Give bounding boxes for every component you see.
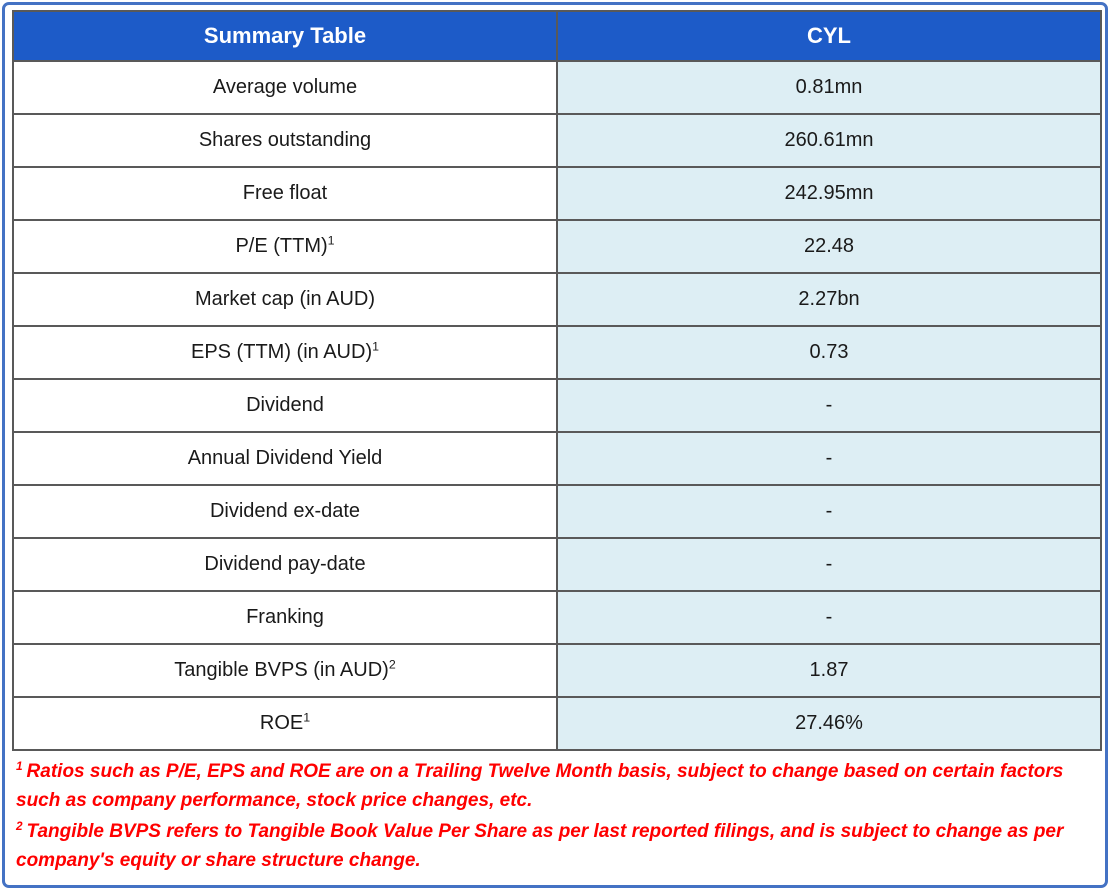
table-row: EPS (TTM) (in AUD)1 0.73 bbox=[12, 325, 1102, 380]
table-row: Dividend - bbox=[12, 378, 1102, 433]
header-row: Summary Table CYL bbox=[12, 10, 1102, 62]
table-row: Tangible BVPS (in AUD)2 1.87 bbox=[12, 643, 1102, 698]
row-label: Dividend bbox=[12, 378, 558, 433]
header-ticker-cyl: CYL bbox=[556, 10, 1102, 62]
footnote-ref: 1 bbox=[327, 233, 335, 248]
table-row: Free float 242.95mn bbox=[12, 166, 1102, 221]
footnotes-section: 1 Ratios such as P/E, EPS and ROE are on … bbox=[16, 758, 1094, 875]
row-value: 27.46% bbox=[556, 696, 1102, 751]
row-value: - bbox=[556, 590, 1102, 645]
row-value: 0.81mn bbox=[556, 60, 1102, 115]
row-value: - bbox=[556, 484, 1102, 539]
table-row: Dividend pay-date - bbox=[12, 537, 1102, 592]
summary-table: Summary Table CYL Average volume 0.81mn Sh… bbox=[12, 10, 1102, 751]
row-value: 0.73 bbox=[556, 325, 1102, 380]
table-row: Franking - bbox=[12, 590, 1102, 645]
row-value: - bbox=[556, 431, 1102, 486]
row-value: 242.95mn bbox=[556, 166, 1102, 221]
row-value: 2.27bn bbox=[556, 272, 1102, 327]
footnote-ref: 1 bbox=[372, 339, 380, 354]
footnote-number: 2 bbox=[16, 819, 23, 833]
row-label: Market cap (in AUD) bbox=[12, 272, 558, 327]
row-label: Shares outstanding bbox=[12, 113, 558, 168]
row-label: Average volume bbox=[12, 60, 558, 115]
table-row: Market cap (in AUD) 2.27bn bbox=[12, 272, 1102, 327]
table-row: ROE1 27.46% bbox=[12, 696, 1102, 751]
footnote: 2 Tangible BVPS refers to Tangible Book V… bbox=[16, 819, 1064, 871]
footnote-ref: 1 bbox=[303, 710, 311, 725]
table-row: Average volume 0.81mn bbox=[12, 60, 1102, 115]
table-row: Annual Dividend Yield - bbox=[12, 431, 1102, 486]
table-body: Average volume 0.81mn Shares outstanding 26… bbox=[12, 60, 1102, 751]
row-label: Annual Dividend Yield bbox=[12, 431, 558, 486]
row-value: 260.61mn bbox=[556, 113, 1102, 168]
row-label: P/E (TTM)1 bbox=[12, 219, 558, 274]
row-value: 1.87 bbox=[556, 643, 1102, 698]
row-label: Dividend pay-date bbox=[12, 537, 558, 592]
row-label: Franking bbox=[12, 590, 558, 645]
row-label: EPS (TTM) (in AUD)1 bbox=[12, 325, 558, 380]
row-label: ROE1 bbox=[12, 696, 558, 751]
row-value: 22.48 bbox=[556, 219, 1102, 274]
table-row: Dividend ex-date - bbox=[12, 484, 1102, 539]
footnote-number: 1 bbox=[16, 759, 23, 773]
row-label: Dividend ex-date bbox=[12, 484, 558, 539]
row-label: Free float bbox=[12, 166, 558, 221]
row-label: Tangible BVPS (in AUD)2 bbox=[12, 643, 558, 698]
row-value: - bbox=[556, 537, 1102, 592]
table-row: Shares outstanding 260.61mn bbox=[12, 113, 1102, 168]
table-row: P/E (TTM)1 22.48 bbox=[12, 219, 1102, 274]
footnote-ref: 2 bbox=[388, 657, 396, 672]
footnote: 1 Ratios such as P/E, EPS and ROE are on … bbox=[16, 759, 1064, 811]
header-summary-table: Summary Table bbox=[12, 10, 558, 62]
row-value: - bbox=[556, 378, 1102, 433]
